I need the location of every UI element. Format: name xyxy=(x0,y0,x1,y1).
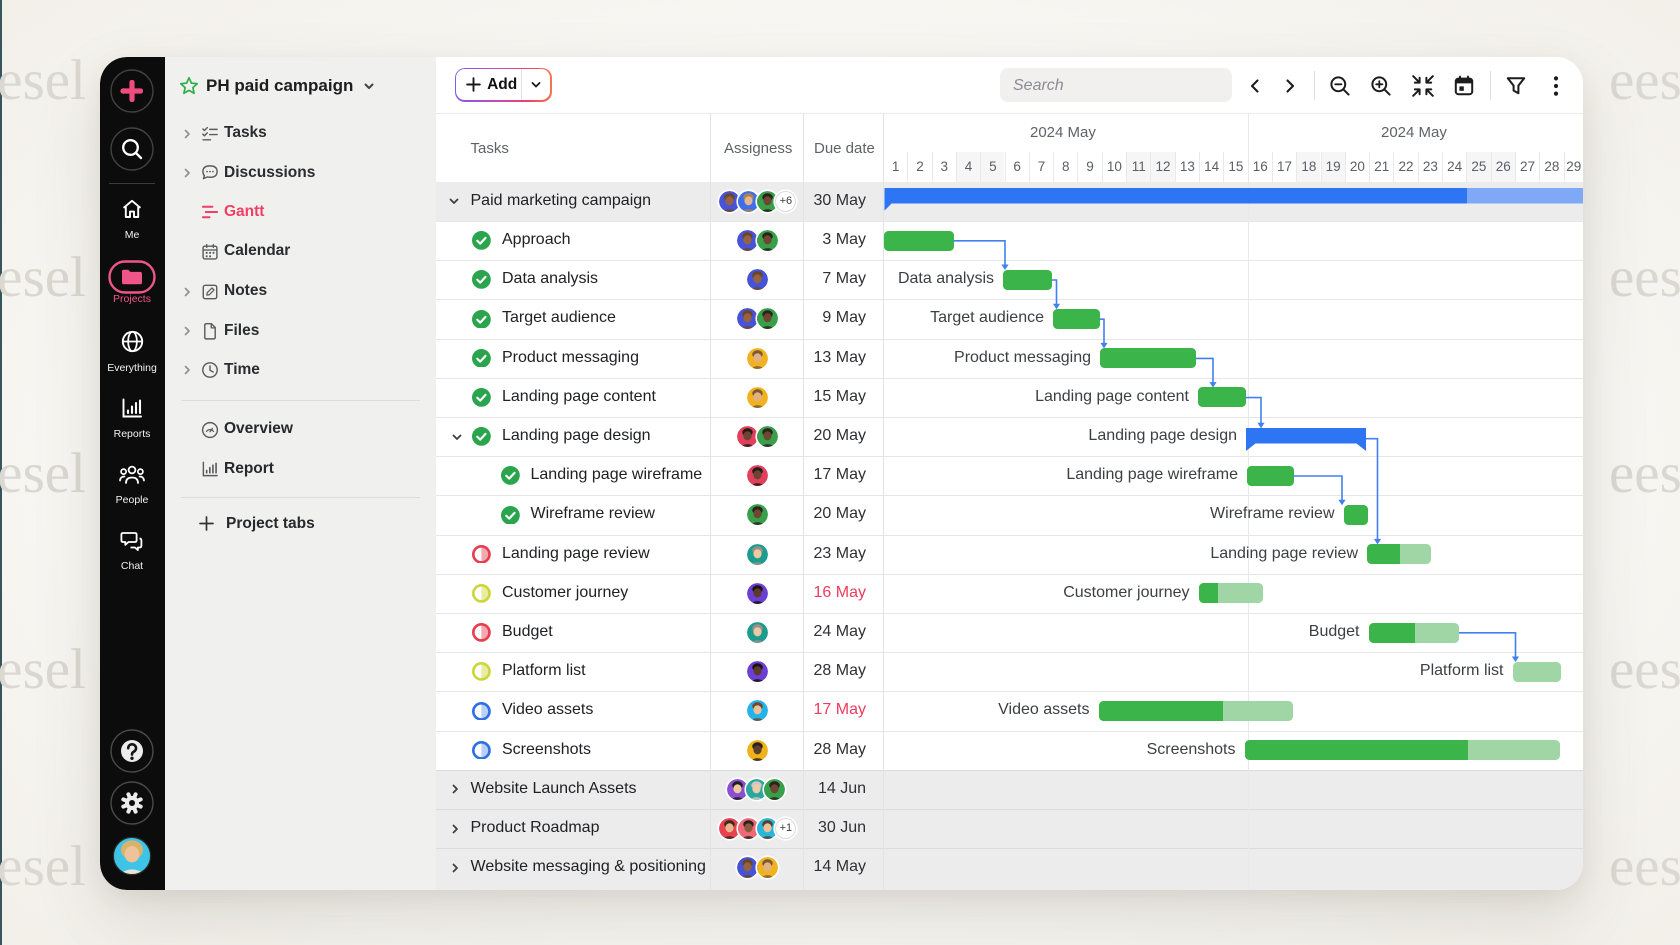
svg-text:Me: Me xyxy=(125,229,140,241)
svg-text:Everything: Everything xyxy=(107,362,157,374)
svg-text:Projects: Projects xyxy=(113,293,151,305)
svg-text:People: People xyxy=(116,494,149,506)
svg-text:Reports: Reports xyxy=(114,428,151,440)
svg-text:Chat: Chat xyxy=(121,560,143,572)
